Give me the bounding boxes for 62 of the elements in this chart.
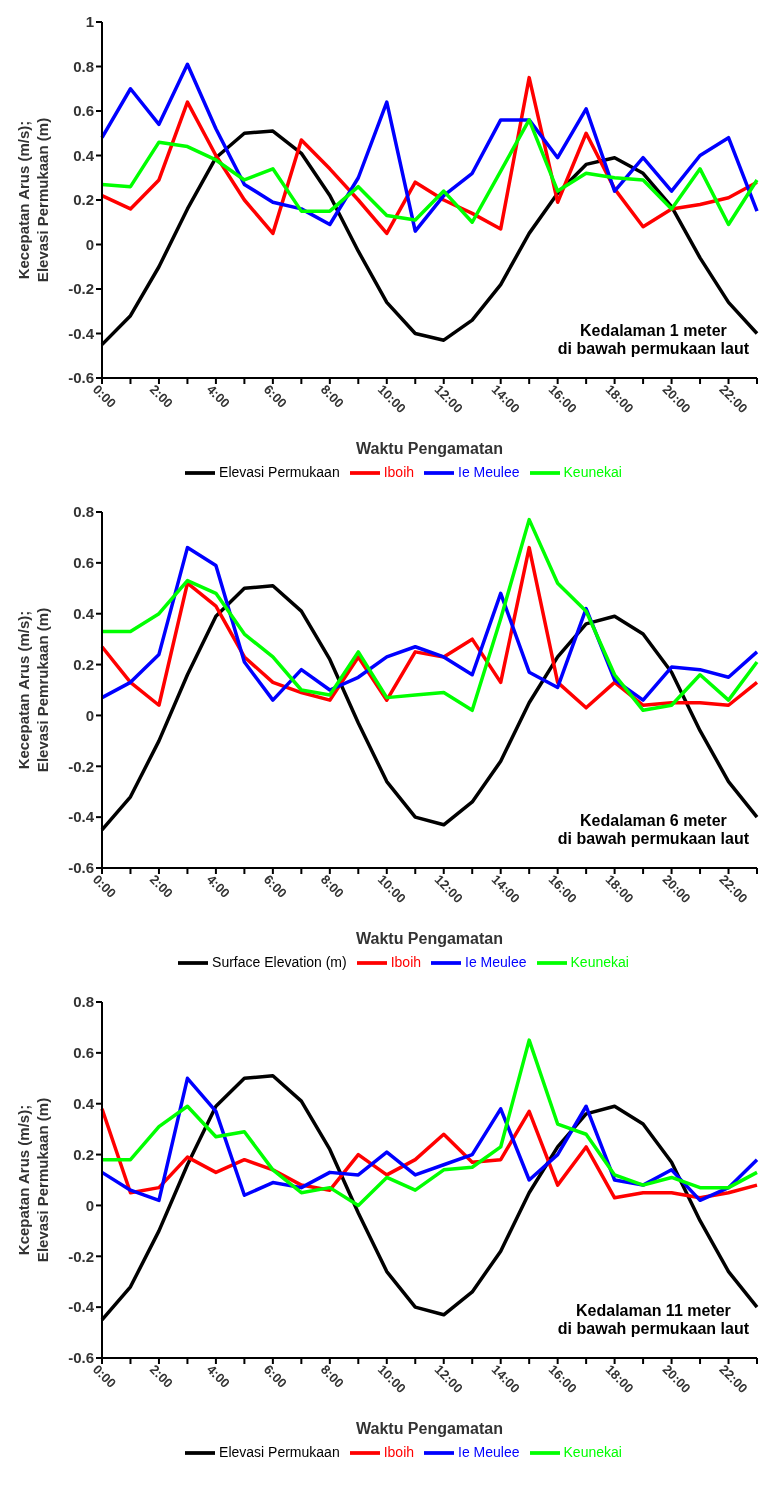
line-series: [100, 118, 759, 227]
x-tick-label: 6:00: [260, 381, 290, 411]
legend-label: Keunekai: [563, 1443, 622, 1460]
x-tick-label: 2:00: [146, 1361, 176, 1391]
y-axis-title: Kecepatan Arus (m/s); Elevasi Permukaan (m): [15, 117, 51, 283]
y-tick-label: 0.2: [73, 655, 94, 673]
x-tick-label: 6:00: [260, 1361, 290, 1391]
y-tick-label: -0.4: [68, 808, 95, 826]
y-tick-label: 0.8: [73, 57, 94, 75]
y-axis-title: Kecepatan Arus (m/s); Elevasi Pemrukaan (m): [15, 607, 51, 773]
x-tick-label: 8:00: [317, 871, 347, 901]
x-tick-label: 2:00: [146, 381, 176, 411]
annotation: Kedalaman 1 meter di bawah permukaan laut: [557, 322, 749, 358]
y-tick-label: -0.2: [68, 757, 94, 775]
x-tick-label: 6:00: [260, 871, 290, 901]
x-tick-label: 2:00: [146, 871, 176, 901]
y-tick-label: 0.2: [73, 191, 94, 209]
x-axis-title: Waktu Pengamatan: [356, 440, 503, 457]
y-tick-label: 0: [85, 235, 94, 253]
legend-label: Keunekai: [563, 463, 622, 480]
y-tick-label: 0.6: [73, 102, 94, 120]
x-axis-title: Waktu Pengamatan: [356, 1420, 503, 1437]
y-tick-label: 0.6: [73, 554, 94, 572]
y-tick-label: 0.6: [73, 1044, 94, 1062]
legend-label: Iboih: [383, 463, 415, 480]
annotation: Kedalaman 6 meter di bawah permukaan laut: [557, 812, 749, 848]
y-tick-label: -0.6: [68, 859, 94, 877]
y-tick-label: 0.4: [73, 1095, 95, 1113]
x-tick-label: 8:00: [317, 381, 347, 411]
x-tick-label: 4:00: [203, 1361, 233, 1391]
y-axis-title: Kcepatan Arus (m/s); Elevasi Permukaan (m): [15, 1097, 51, 1263]
y-tick-label: 0: [85, 1196, 94, 1214]
legend-label: Ie Meulee: [458, 463, 520, 480]
legend-label: Elevasi Permukaan: [219, 1443, 340, 1460]
annotation: Kedalaman 11 meter di bawah permukaan laut: [557, 1302, 749, 1338]
y-tick-label: -0.4: [68, 324, 95, 342]
legend-label: Ie Meulee: [458, 1443, 520, 1460]
x-tick-label: 4:00: [203, 871, 233, 901]
y-tick-label: -0.4: [68, 1298, 95, 1316]
legend-label: Surface Elevation (m): [212, 953, 347, 970]
legend-label: Ie Meulee: [465, 953, 527, 970]
legend-label: Keunekai: [570, 953, 629, 970]
y-tick-label: 1: [85, 13, 94, 31]
line-series: [100, 517, 759, 713]
x-tick-label: 8:00: [317, 1361, 347, 1391]
line-series: [100, 1038, 759, 1208]
legend-label: Iboih: [390, 953, 422, 970]
y-tick-label: 0: [85, 706, 94, 724]
y-tick-label: -0.6: [68, 1349, 94, 1367]
legend-label: Elevasi Permukaan: [219, 463, 340, 480]
y-tick-label: 0.4: [73, 146, 95, 164]
y-tick-label: 0.8: [73, 993, 94, 1011]
y-tick-label: 0.4: [73, 605, 95, 623]
y-tick-label: 0.2: [73, 1145, 94, 1163]
y-tick-label: -0.6: [68, 369, 94, 387]
x-axis-title: Waktu Pengamatan: [356, 930, 503, 947]
y-tick-label: 0.8: [73, 503, 94, 521]
x-tick-label: 4:00: [203, 381, 233, 411]
y-tick-label: -0.2: [68, 1247, 94, 1265]
line-series: [100, 1076, 759, 1203]
y-tick-label: -0.2: [68, 280, 94, 298]
legend-label: Iboih: [383, 1443, 415, 1460]
